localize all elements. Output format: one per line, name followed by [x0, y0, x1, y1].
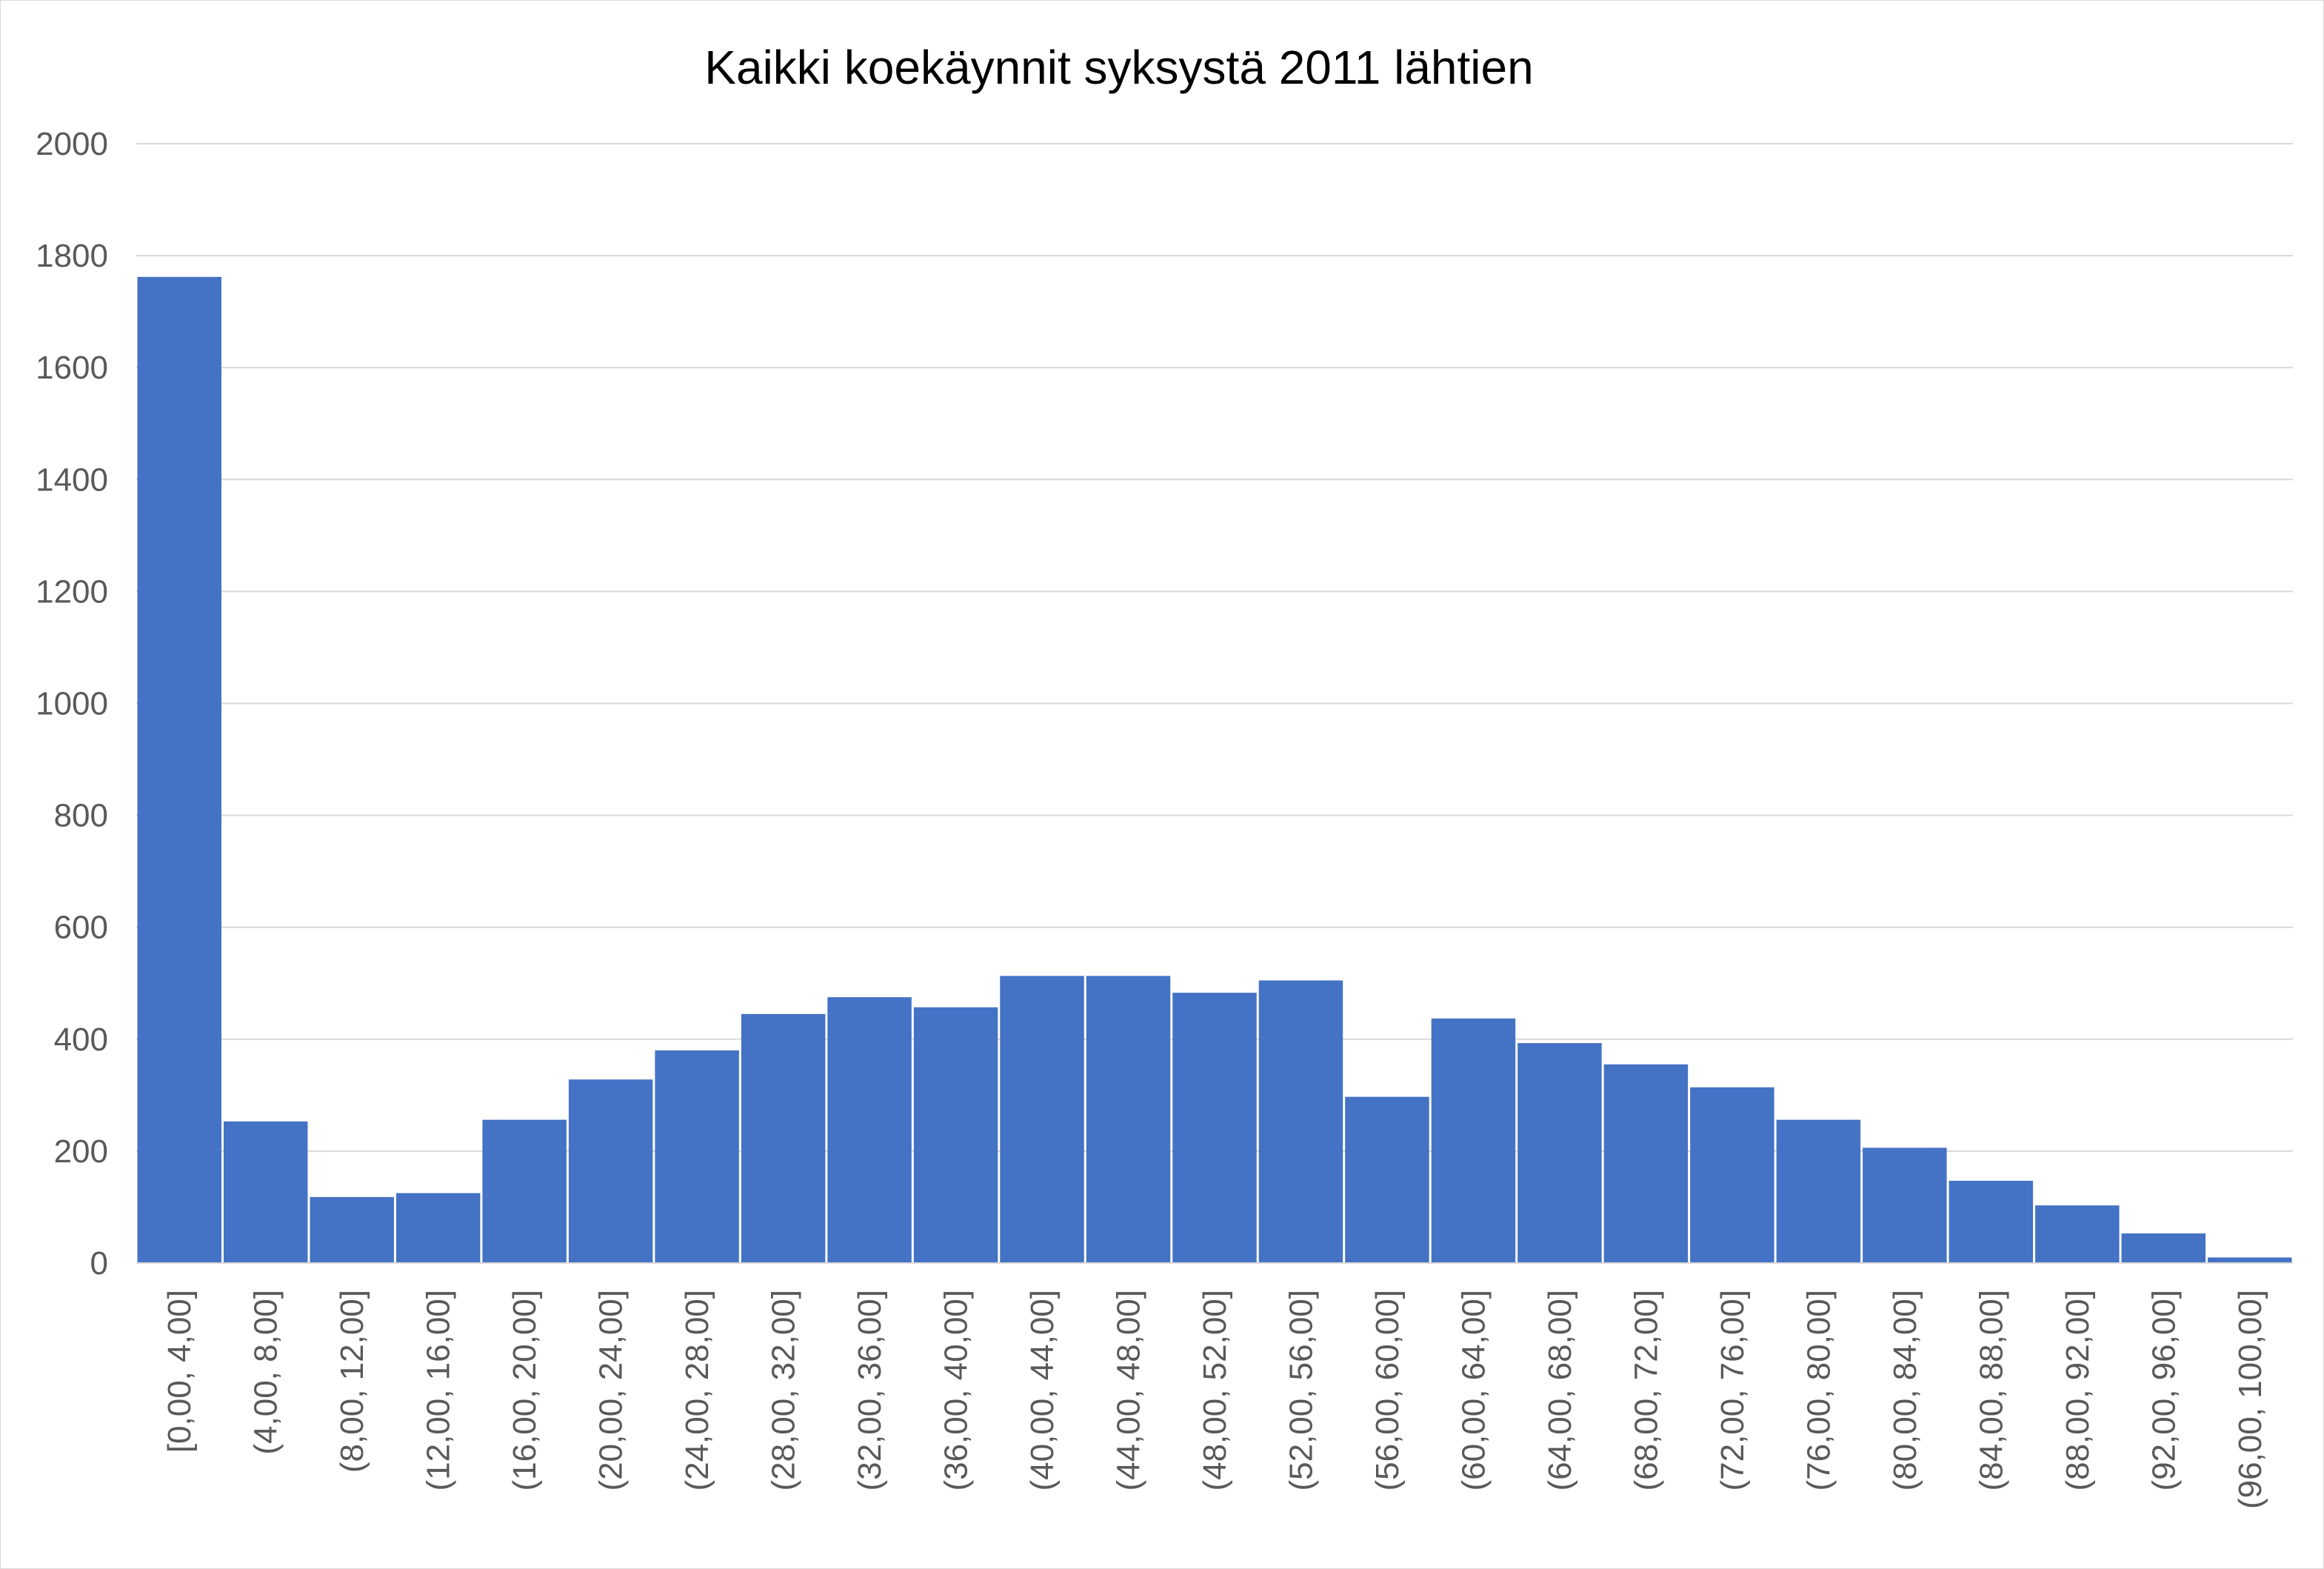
x-tick-label: (4,00, 8,00] — [248, 1290, 284, 1455]
x-tick-label: (16,00, 20,00] — [507, 1290, 543, 1491]
y-tick-label: 1000 — [36, 686, 108, 722]
histogram-bar — [1258, 980, 1343, 1263]
x-tick-label: (80,00, 84,00] — [1887, 1290, 1923, 1491]
x-tick-label: (52,00, 56,00] — [1283, 1290, 1319, 1491]
x-tick-label: (68,00, 72,00] — [1628, 1290, 1664, 1491]
y-tick-label: 200 — [54, 1133, 108, 1170]
histogram-bar — [1431, 1018, 1516, 1263]
y-tick-label: 1600 — [36, 350, 108, 386]
y-axis-tick-labels: 0 200 400 600 800 1000 1200 1400 1600 1800 2000 — [36, 126, 108, 1282]
y-tick-label: 2000 — [36, 126, 108, 162]
histogram-bar — [1776, 1119, 1861, 1263]
x-tick-label: (40,00, 44,00] — [1024, 1290, 1061, 1491]
histogram-bar — [1086, 976, 1171, 1263]
histogram-bar — [310, 1196, 394, 1263]
histogram-bar — [1690, 1087, 1774, 1263]
y-tick-label: 1200 — [36, 573, 108, 610]
x-tick-label: (24,00, 28,00] — [679, 1290, 715, 1491]
histogram-bar — [913, 1007, 998, 1263]
histogram-bar — [741, 1013, 826, 1263]
histogram-bar — [827, 997, 912, 1263]
x-tick-label: (72,00, 76,00] — [1714, 1290, 1751, 1491]
x-tick-label: (96,00, 100,00] — [2232, 1290, 2268, 1509]
y-tick-label: 800 — [54, 798, 108, 834]
histogram-bar — [1345, 1096, 1429, 1263]
x-tick-label: [0,00, 4,00] — [161, 1290, 198, 1453]
y-tick-label: 400 — [54, 1022, 108, 1058]
x-tick-label: (20,00, 24,00] — [593, 1290, 630, 1491]
x-tick-label: (64,00, 68,00] — [1542, 1290, 1578, 1491]
y-tick-label: 600 — [54, 910, 108, 946]
x-tick-label: (48,00, 52,00] — [1197, 1290, 1233, 1491]
bars — [137, 276, 2292, 1264]
x-tick-label: (84,00, 88,00] — [1973, 1290, 2009, 1491]
x-tick-label: (92,00, 96,00] — [2146, 1290, 2182, 1491]
histogram-bar — [2121, 1233, 2206, 1263]
histogram-bar — [1863, 1147, 1947, 1263]
x-tick-label: (88,00, 92,00] — [2060, 1290, 2096, 1491]
x-tick-label: (12,00, 16,00] — [421, 1290, 457, 1491]
x-tick-label: (76,00, 80,00] — [1800, 1290, 1837, 1491]
x-tick-label: (44,00, 48,00] — [1111, 1290, 1147, 1491]
chart-title: Kaikki koekäynnit syksystä 2011 lähtien — [704, 41, 1534, 94]
histogram-bar — [1000, 976, 1084, 1263]
y-tick-label: 1400 — [36, 462, 108, 498]
histogram-bar — [2208, 1257, 2292, 1263]
x-axis-tick-labels: [0,00, 4,00] (4,00, 8,00] (8,00, 12,00] (12… — [161, 1290, 2268, 1509]
x-tick-label: (8,00, 12,00] — [334, 1290, 370, 1473]
histogram-bar — [655, 1050, 739, 1263]
x-tick-label: (56,00, 60,00] — [1369, 1290, 1406, 1491]
x-tick-label: (28,00, 32,00] — [766, 1290, 802, 1491]
histogram-bar — [568, 1079, 653, 1263]
histogram-bar — [223, 1121, 308, 1263]
histogram-bar — [1603, 1064, 1689, 1263]
histogram-bar — [1949, 1180, 2034, 1263]
x-tick-label: (36,00, 40,00] — [938, 1290, 975, 1491]
histogram-bar — [395, 1193, 481, 1263]
histogram-bar — [2035, 1205, 2120, 1263]
x-tick-label: (32,00, 36,00] — [852, 1290, 888, 1491]
y-tick-label: 0 — [90, 1245, 108, 1282]
histogram-bar — [137, 276, 221, 1264]
histogram-bar — [1517, 1043, 1602, 1263]
x-tick-label: (60,00, 64,00] — [1455, 1290, 1492, 1491]
y-tick-label: 1800 — [36, 238, 108, 274]
histogram-bar — [1172, 993, 1257, 1263]
histogram-bar — [482, 1119, 567, 1263]
